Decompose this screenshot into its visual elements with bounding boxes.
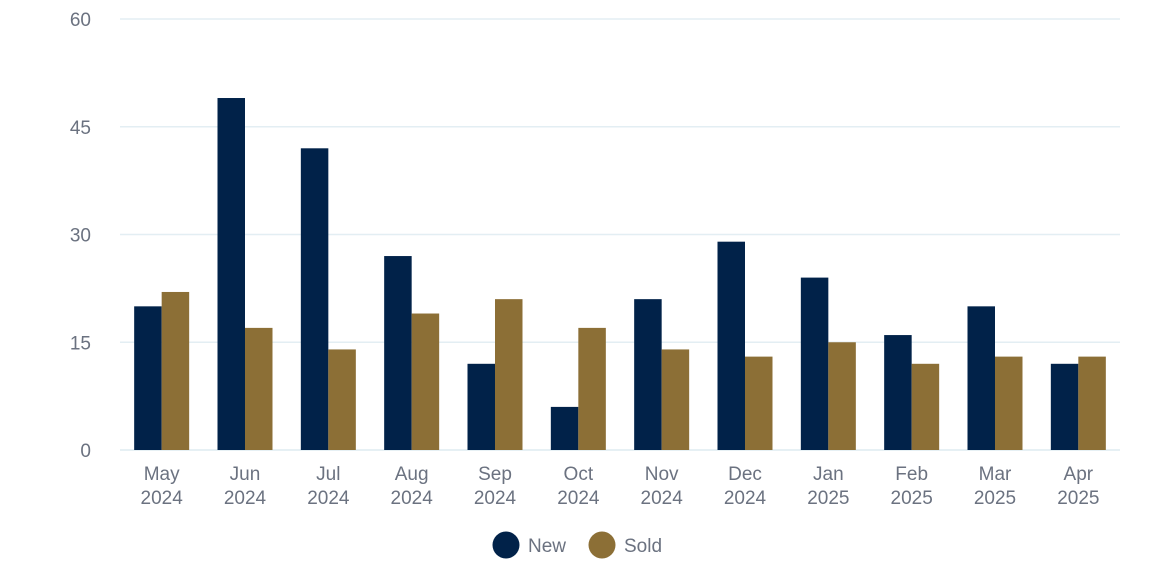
x-tick-label-month: Oct: [564, 464, 594, 485]
x-tick-label-month: Mar: [979, 464, 1012, 485]
bars: [134, 98, 1106, 451]
x-tick-label-year: 2024: [641, 488, 684, 509]
x-tick-label-month: Jan: [813, 464, 844, 485]
bar-new-feb-2025: [884, 335, 912, 450]
bar-new-sep-2024: [467, 363, 495, 450]
bar-new-jan-2025: [800, 277, 829, 450]
legend-label-sold: Sold: [624, 536, 662, 557]
bar-new-aug-2024: [384, 256, 412, 450]
bar-sold-dec-2024: [745, 356, 773, 450]
x-tick-label-year: 2025: [1057, 488, 1099, 509]
bar-sold-mar-2025: [995, 356, 1023, 450]
x-axis-ticks: May 2024 Jun 2024 Jul 2024 Aug 2024 Sep 2024 Oct 20…: [141, 464, 1100, 509]
bar-new-oct-2024: [550, 406, 579, 450]
x-tick-label-year: 2024: [474, 488, 517, 509]
bar-new-jun-2024: [217, 98, 245, 451]
y-tick-label: 60: [70, 10, 91, 31]
x-tick-label-year: 2025: [807, 488, 849, 509]
bar-sold-jun-2024: [245, 327, 273, 450]
x-tick-label-month: Aug: [395, 464, 429, 485]
y-tick-label: 45: [70, 118, 91, 139]
grid-lines: [120, 18, 1120, 451]
bar-sold-jul-2024: [328, 349, 356, 450]
x-tick-label-month: May: [144, 464, 180, 485]
bar-sold-feb-2025: [911, 363, 940, 450]
x-tick-label-year: 2024: [307, 488, 350, 509]
x-tick-label-month: Jul: [316, 464, 340, 485]
x-tick-label-month: Dec: [728, 464, 762, 485]
bar-sold-may-2024: [161, 291, 190, 450]
y-tick-label: 0: [80, 441, 91, 462]
x-tick-label-month: Apr: [1064, 464, 1094, 485]
y-tick-label: 15: [70, 333, 91, 354]
bar-sold-aug-2024: [411, 313, 440, 450]
legend-swatch-new: [492, 531, 520, 559]
bar-new-mar-2025: [967, 306, 995, 450]
legend: New Sold: [492, 531, 662, 559]
bar-new-may-2024: [134, 306, 162, 450]
x-tick-label-month: Nov: [645, 464, 679, 485]
bar-new-jul-2024: [300, 148, 329, 451]
bar-sold-nov-2024: [661, 349, 690, 450]
legend-label-new: New: [528, 536, 566, 557]
x-tick-label-year: 2024: [224, 488, 267, 509]
x-tick-label-year: 2024: [557, 488, 600, 509]
bar-sold-oct-2024: [578, 327, 606, 450]
x-tick-label-month: Sep: [478, 464, 512, 485]
x-tick-label-year: 2025: [891, 488, 933, 509]
bar-sold-sep-2024: [495, 299, 523, 450]
x-tick-label-month: Feb: [895, 464, 928, 485]
x-tick-label-year: 2024: [724, 488, 767, 509]
legend-swatch-sold: [588, 531, 616, 559]
bar-sold-jan-2025: [828, 342, 856, 450]
bar-new-nov-2024: [634, 299, 662, 450]
x-tick-label-year: 2024: [391, 488, 434, 509]
x-tick-label-year: 2024: [141, 488, 184, 509]
x-tick-label-year: 2025: [974, 488, 1016, 509]
y-tick-label: 30: [70, 226, 91, 247]
bar-sold-apr-2025: [1078, 356, 1106, 450]
x-tick-label-month: Jun: [230, 464, 261, 485]
y-axis-ticks: 0 15 30 45 60: [70, 10, 91, 462]
bar-new-apr-2025: [1050, 363, 1079, 450]
bar-new-dec-2024: [717, 241, 745, 450]
